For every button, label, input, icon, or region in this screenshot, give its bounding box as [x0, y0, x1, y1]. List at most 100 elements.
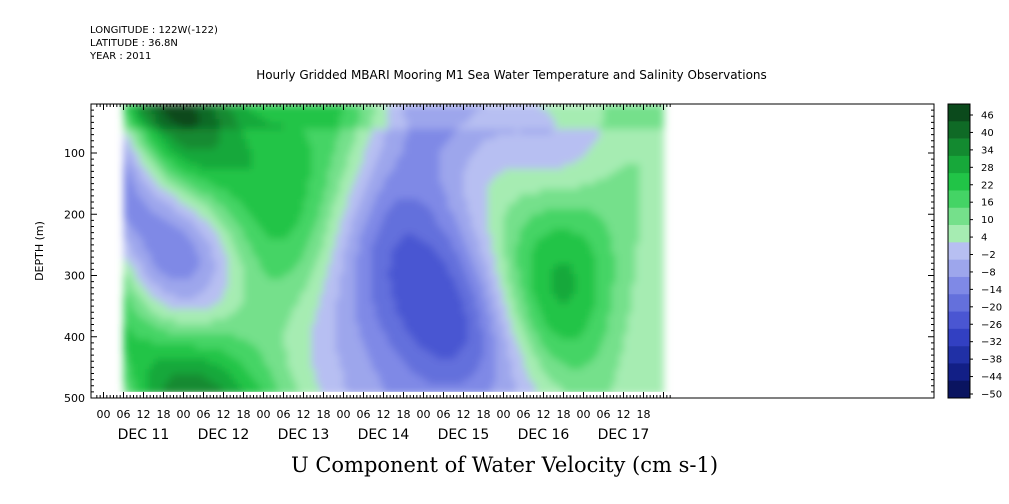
velocity-cell: [363, 244, 369, 250]
velocity-cell: [267, 199, 273, 205]
velocity-cell: [183, 314, 189, 320]
velocity-cell: [163, 179, 169, 185]
velocity-cell: [263, 254, 269, 260]
velocity-cell: [319, 174, 325, 180]
velocity-cell: [303, 199, 309, 205]
velocity-cell: [127, 184, 133, 190]
velocity-cell: [295, 119, 301, 125]
velocity-cell: [443, 264, 449, 270]
velocity-cell: [263, 294, 269, 300]
velocity-cell: [147, 244, 153, 250]
velocity-cell: [187, 289, 193, 295]
velocity-cell: [343, 194, 349, 200]
velocity-cell: [223, 189, 229, 195]
velocity-cell: [323, 379, 329, 385]
velocity-cell: [299, 389, 305, 395]
velocity-cell: [179, 254, 185, 260]
velocity-cell: [283, 114, 289, 120]
velocity-cell: [327, 339, 333, 345]
velocity-cell: [219, 314, 225, 320]
velocity-cell: [175, 174, 181, 180]
velocity-cell: [139, 149, 145, 155]
velocity-cell: [223, 374, 229, 380]
velocity-cell: [331, 189, 337, 195]
velocity-cell: [351, 214, 357, 220]
velocity-cell: [251, 379, 257, 385]
velocity-cell: [375, 389, 381, 395]
velocity-cell: [451, 159, 457, 165]
velocity-cell: [167, 124, 173, 130]
velocity-cell: [435, 389, 441, 395]
velocity-cell: [223, 344, 229, 350]
velocity-cell: [191, 144, 197, 150]
velocity-cell: [195, 114, 201, 120]
velocity-cell: [395, 234, 401, 240]
velocity-cell: [455, 124, 461, 130]
velocity-cell: [355, 274, 361, 280]
velocity-cell: [187, 374, 193, 380]
velocity-cell: [415, 294, 421, 300]
velocity-cell: [415, 379, 421, 385]
velocity-cell: [279, 194, 285, 200]
velocity-cell: [363, 314, 369, 320]
velocity-cell: [203, 219, 209, 225]
velocity-cell: [151, 159, 157, 165]
velocity-cell: [255, 184, 261, 190]
velocity-cell: [203, 344, 209, 350]
velocity-cell: [447, 274, 453, 280]
velocity-cell: [327, 289, 333, 295]
latitude-text: LATITUDE : 36.8N: [90, 38, 178, 49]
velocity-cell: [323, 249, 329, 255]
velocity-cell: [183, 264, 189, 270]
velocity-cell: [407, 129, 413, 135]
velocity-cell: [175, 329, 181, 335]
velocity-cell: [403, 279, 409, 285]
velocity-cell: [443, 249, 449, 255]
velocity-cell: [399, 214, 405, 220]
velocity-cell: [279, 179, 285, 185]
velocity-cell: [227, 349, 233, 355]
velocity-cell: [319, 339, 325, 345]
velocity-cell: [395, 299, 401, 305]
velocity-cell: [351, 164, 357, 170]
velocity-cell: [223, 229, 229, 235]
velocity-cell: [303, 124, 309, 130]
velocity-cell: [235, 309, 241, 315]
velocity-cell: [231, 219, 237, 225]
velocity-cell: [143, 194, 149, 200]
velocity-cell: [203, 354, 209, 360]
velocity-cell: [179, 164, 185, 170]
velocity-cell: [263, 249, 269, 255]
velocity-cell: [367, 304, 373, 310]
velocity-cell: [243, 264, 249, 270]
velocity-cell: [123, 324, 129, 330]
velocity-cell: [331, 349, 337, 355]
velocity-cell: [219, 359, 225, 365]
velocity-cell: [151, 224, 157, 230]
velocity-cell: [395, 109, 401, 115]
velocity-cell: [215, 379, 221, 385]
velocity-cell: [131, 349, 137, 355]
velocity-cell: [135, 339, 141, 345]
velocity-cell: [463, 234, 469, 240]
velocity-cell: [239, 114, 245, 120]
velocity-cell: [303, 134, 309, 140]
velocity-cell: [327, 354, 333, 360]
velocity-cell: [351, 384, 357, 390]
velocity-cell: [303, 249, 309, 255]
velocity-cell: [351, 259, 357, 265]
velocity-cell: [135, 299, 141, 305]
velocity-cell: [339, 389, 345, 395]
velocity-cell: [459, 139, 465, 145]
velocity-cell: [235, 209, 241, 215]
velocity-cell: [183, 144, 189, 150]
velocity-cell: [339, 309, 345, 315]
velocity-cell: [427, 344, 433, 350]
velocity-cell: [347, 179, 353, 185]
velocity-cell: [387, 129, 393, 135]
velocity-cell: [343, 244, 349, 250]
velocity-cell: [139, 304, 145, 310]
velocity-cell: [311, 229, 317, 235]
velocity-cell: [195, 189, 201, 195]
velocity-cell: [335, 239, 341, 245]
